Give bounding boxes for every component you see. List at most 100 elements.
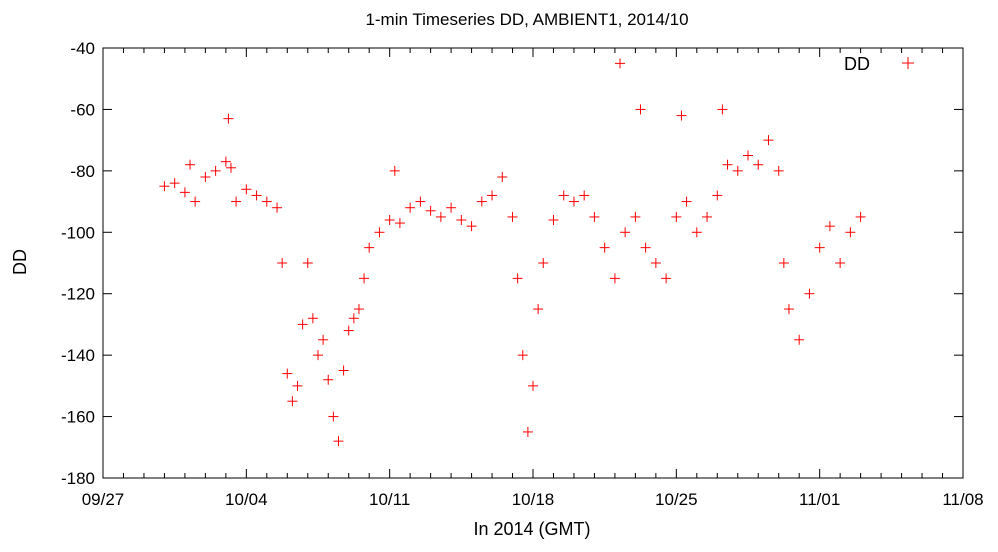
data-point bbox=[753, 159, 764, 170]
data-point bbox=[794, 334, 805, 345]
data-point bbox=[609, 273, 620, 284]
data-point bbox=[446, 202, 457, 213]
data-point bbox=[185, 159, 196, 170]
data-point bbox=[522, 426, 533, 437]
data-point bbox=[579, 190, 590, 201]
data-point bbox=[297, 319, 308, 330]
data-point bbox=[261, 196, 272, 207]
data-point bbox=[169, 178, 180, 189]
legend-label: DD bbox=[844, 54, 870, 74]
data-point bbox=[190, 196, 201, 207]
ticks: -40 -60 -80 -100 -120 -140 -160 -180 09/27 10/04 1… bbox=[61, 39, 984, 509]
data-point bbox=[528, 380, 538, 391]
data-point bbox=[773, 165, 784, 176]
data-point bbox=[353, 304, 364, 315]
data-point bbox=[323, 374, 334, 385]
data-point bbox=[743, 150, 753, 161]
y-tick-label: -100 bbox=[61, 223, 95, 242]
y-tick-label: -140 bbox=[61, 346, 95, 365]
data-point bbox=[251, 190, 262, 201]
data-point bbox=[497, 172, 508, 182]
data-point bbox=[691, 227, 702, 238]
data-point bbox=[313, 350, 323, 361]
data-point bbox=[338, 365, 349, 376]
data-point bbox=[732, 165, 743, 176]
data-point bbox=[328, 411, 339, 422]
y-tick-label: -40 bbox=[70, 39, 95, 58]
data-point bbox=[650, 258, 661, 268]
x-tick-label: 09/27 bbox=[82, 490, 125, 509]
data-point bbox=[307, 313, 318, 324]
data-point bbox=[599, 242, 610, 253]
data-point bbox=[210, 165, 221, 176]
data-point bbox=[466, 221, 477, 232]
x-tick-label: 11/01 bbox=[799, 490, 840, 509]
data-point bbox=[394, 218, 405, 229]
data-point bbox=[223, 113, 234, 124]
data-point bbox=[179, 187, 190, 198]
data-point bbox=[282, 368, 293, 379]
data-point bbox=[640, 242, 651, 253]
data-point bbox=[855, 211, 866, 222]
data-point bbox=[415, 196, 426, 207]
data-point bbox=[712, 190, 723, 201]
data-point bbox=[568, 196, 579, 207]
data-points bbox=[159, 58, 866, 447]
data-point bbox=[343, 325, 354, 336]
data-point bbox=[359, 273, 370, 284]
data-point bbox=[200, 172, 211, 182]
data-point bbox=[589, 211, 600, 222]
data-point bbox=[302, 258, 313, 268]
data-point bbox=[835, 258, 846, 268]
y-tick-label: -80 bbox=[70, 162, 95, 181]
data-point bbox=[348, 313, 359, 324]
x-tick-label: 10/25 bbox=[655, 490, 698, 509]
data-point bbox=[487, 190, 498, 201]
data-point bbox=[318, 334, 329, 345]
data-point bbox=[717, 104, 728, 115]
x-tick-label: 10/11 bbox=[369, 490, 410, 509]
data-point bbox=[241, 184, 252, 195]
data-point bbox=[287, 396, 298, 407]
data-point bbox=[384, 215, 395, 225]
data-point bbox=[702, 211, 713, 222]
y-tick-label: -180 bbox=[61, 469, 95, 488]
data-point bbox=[533, 304, 544, 315]
legend-marker bbox=[902, 57, 914, 69]
data-point bbox=[374, 227, 385, 238]
x-axis-label: In 2014 (GMT) bbox=[473, 519, 590, 539]
data-point bbox=[778, 258, 789, 268]
x-tick-label: 10/18 bbox=[512, 490, 555, 509]
data-point bbox=[389, 165, 400, 176]
data-point bbox=[425, 205, 436, 216]
data-point bbox=[824, 221, 835, 232]
data-point bbox=[272, 202, 283, 213]
data-point bbox=[635, 104, 646, 115]
data-point bbox=[333, 436, 344, 447]
data-point bbox=[845, 227, 856, 238]
data-point bbox=[405, 202, 416, 213]
data-point bbox=[225, 162, 236, 173]
data-point bbox=[538, 258, 549, 268]
data-point bbox=[676, 110, 687, 121]
data-point bbox=[456, 215, 467, 225]
y-axis-label: DD bbox=[10, 249, 30, 275]
data-point bbox=[476, 196, 487, 207]
data-point bbox=[231, 196, 242, 207]
data-point bbox=[507, 211, 518, 222]
data-point bbox=[512, 273, 523, 284]
y-tick-label: -120 bbox=[61, 285, 95, 304]
x-tick-label: 11/08 bbox=[942, 490, 983, 509]
data-point bbox=[517, 350, 528, 361]
legend: DD bbox=[844, 54, 914, 74]
data-point bbox=[435, 211, 446, 222]
y-tick-label: -60 bbox=[70, 100, 95, 119]
data-point bbox=[615, 58, 626, 69]
data-point bbox=[722, 159, 733, 170]
data-point bbox=[220, 156, 231, 167]
chart-title: 1-min Timeseries DD, AMBIENT1, 2014/10 bbox=[365, 10, 688, 29]
data-point bbox=[630, 211, 641, 222]
x-tick-label: 10/04 bbox=[225, 490, 268, 509]
plot-frame bbox=[102, 47, 964, 479]
